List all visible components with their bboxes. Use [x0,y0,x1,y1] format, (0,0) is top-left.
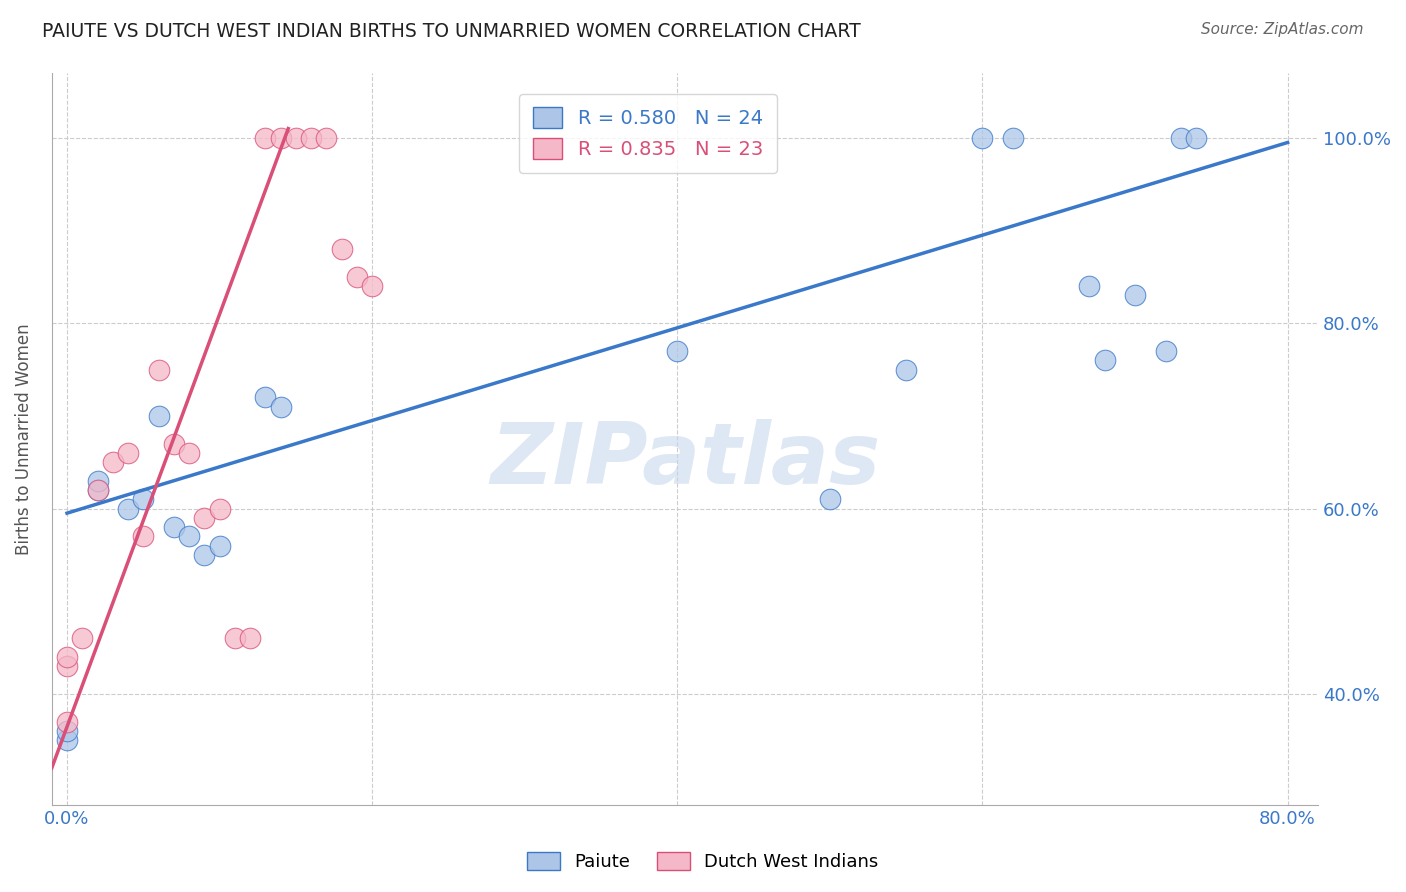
Point [330,242,353,256]
Point [193,548,215,562]
Point [239,632,262,646]
Point [1170,131,1192,145]
Legend: R = 0.580   N = 24, R = 0.835   N = 23: R = 0.580 N = 24, R = 0.835 N = 23 [519,94,776,173]
Point [346,269,368,284]
Point [148,409,170,423]
Point [86,474,108,488]
Point [254,131,277,145]
Point [1123,288,1146,302]
Point [1078,279,1101,293]
Point [666,343,689,358]
Point [148,362,170,376]
Point [117,501,139,516]
Point [1185,131,1208,145]
Point [270,400,292,414]
Point [315,131,337,145]
Point [896,362,918,376]
Point [132,492,155,507]
Point [193,510,215,524]
Point [972,131,994,145]
Point [208,539,231,553]
Text: Source: ZipAtlas.com: Source: ZipAtlas.com [1201,22,1364,37]
Point [56,733,79,747]
Point [56,723,79,738]
Point [299,131,322,145]
Point [1001,131,1024,145]
Point [86,483,108,497]
Point [117,446,139,460]
Point [101,455,124,469]
Point [56,649,79,664]
Point [163,520,186,534]
Legend: Paiute, Dutch West Indians: Paiute, Dutch West Indians [520,845,886,879]
Point [163,436,186,450]
Point [177,446,200,460]
Point [56,659,79,673]
Point [224,632,246,646]
Point [56,714,79,729]
Point [177,529,200,543]
Point [254,390,277,404]
Point [361,279,384,293]
Point [72,632,94,646]
Point [284,131,307,145]
Point [132,529,155,543]
Text: ZIPatlas: ZIPatlas [489,419,880,502]
Point [208,501,231,516]
Point [1154,343,1177,358]
Point [818,492,841,507]
Text: PAIUTE VS DUTCH WEST INDIAN BIRTHS TO UNMARRIED WOMEN CORRELATION CHART: PAIUTE VS DUTCH WEST INDIAN BIRTHS TO UN… [42,22,860,41]
Point [1094,353,1116,368]
Y-axis label: Births to Unmarried Women: Births to Unmarried Women [15,323,32,555]
Point [86,483,108,497]
Point [270,131,292,145]
